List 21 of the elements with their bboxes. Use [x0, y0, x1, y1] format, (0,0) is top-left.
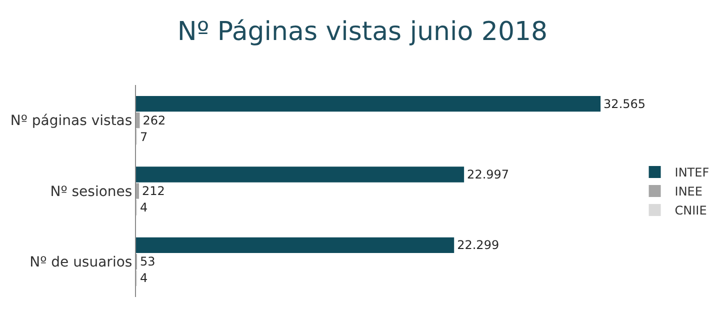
legend-label: INTEF	[674, 166, 710, 180]
bar	[136, 112, 140, 128]
bar	[136, 166, 464, 182]
legend-label: CNIIE	[674, 204, 707, 218]
legend-label: INEE	[674, 184, 702, 199]
data-label: 22.997	[467, 168, 510, 182]
data-label: 212	[142, 184, 165, 198]
chart-title: Nº Páginas vistas junio 2018	[177, 17, 548, 48]
data-label: 22.299	[457, 238, 500, 252]
data-label: 262	[142, 113, 166, 128]
y-tick-label: Nº páginas vistas	[10, 113, 132, 130]
data-label: 32.565	[604, 96, 646, 111]
data-label: 53	[140, 254, 156, 269]
y-tick-label: Nº sesiones	[50, 184, 132, 200]
bar	[136, 237, 454, 254]
y-tick-label: Nº de usuarios	[30, 254, 132, 271]
bar	[136, 183, 140, 199]
data-label: 7	[140, 130, 148, 144]
data-label: 4	[140, 271, 148, 286]
data-label: 4	[140, 200, 148, 214]
bar	[136, 96, 601, 112]
